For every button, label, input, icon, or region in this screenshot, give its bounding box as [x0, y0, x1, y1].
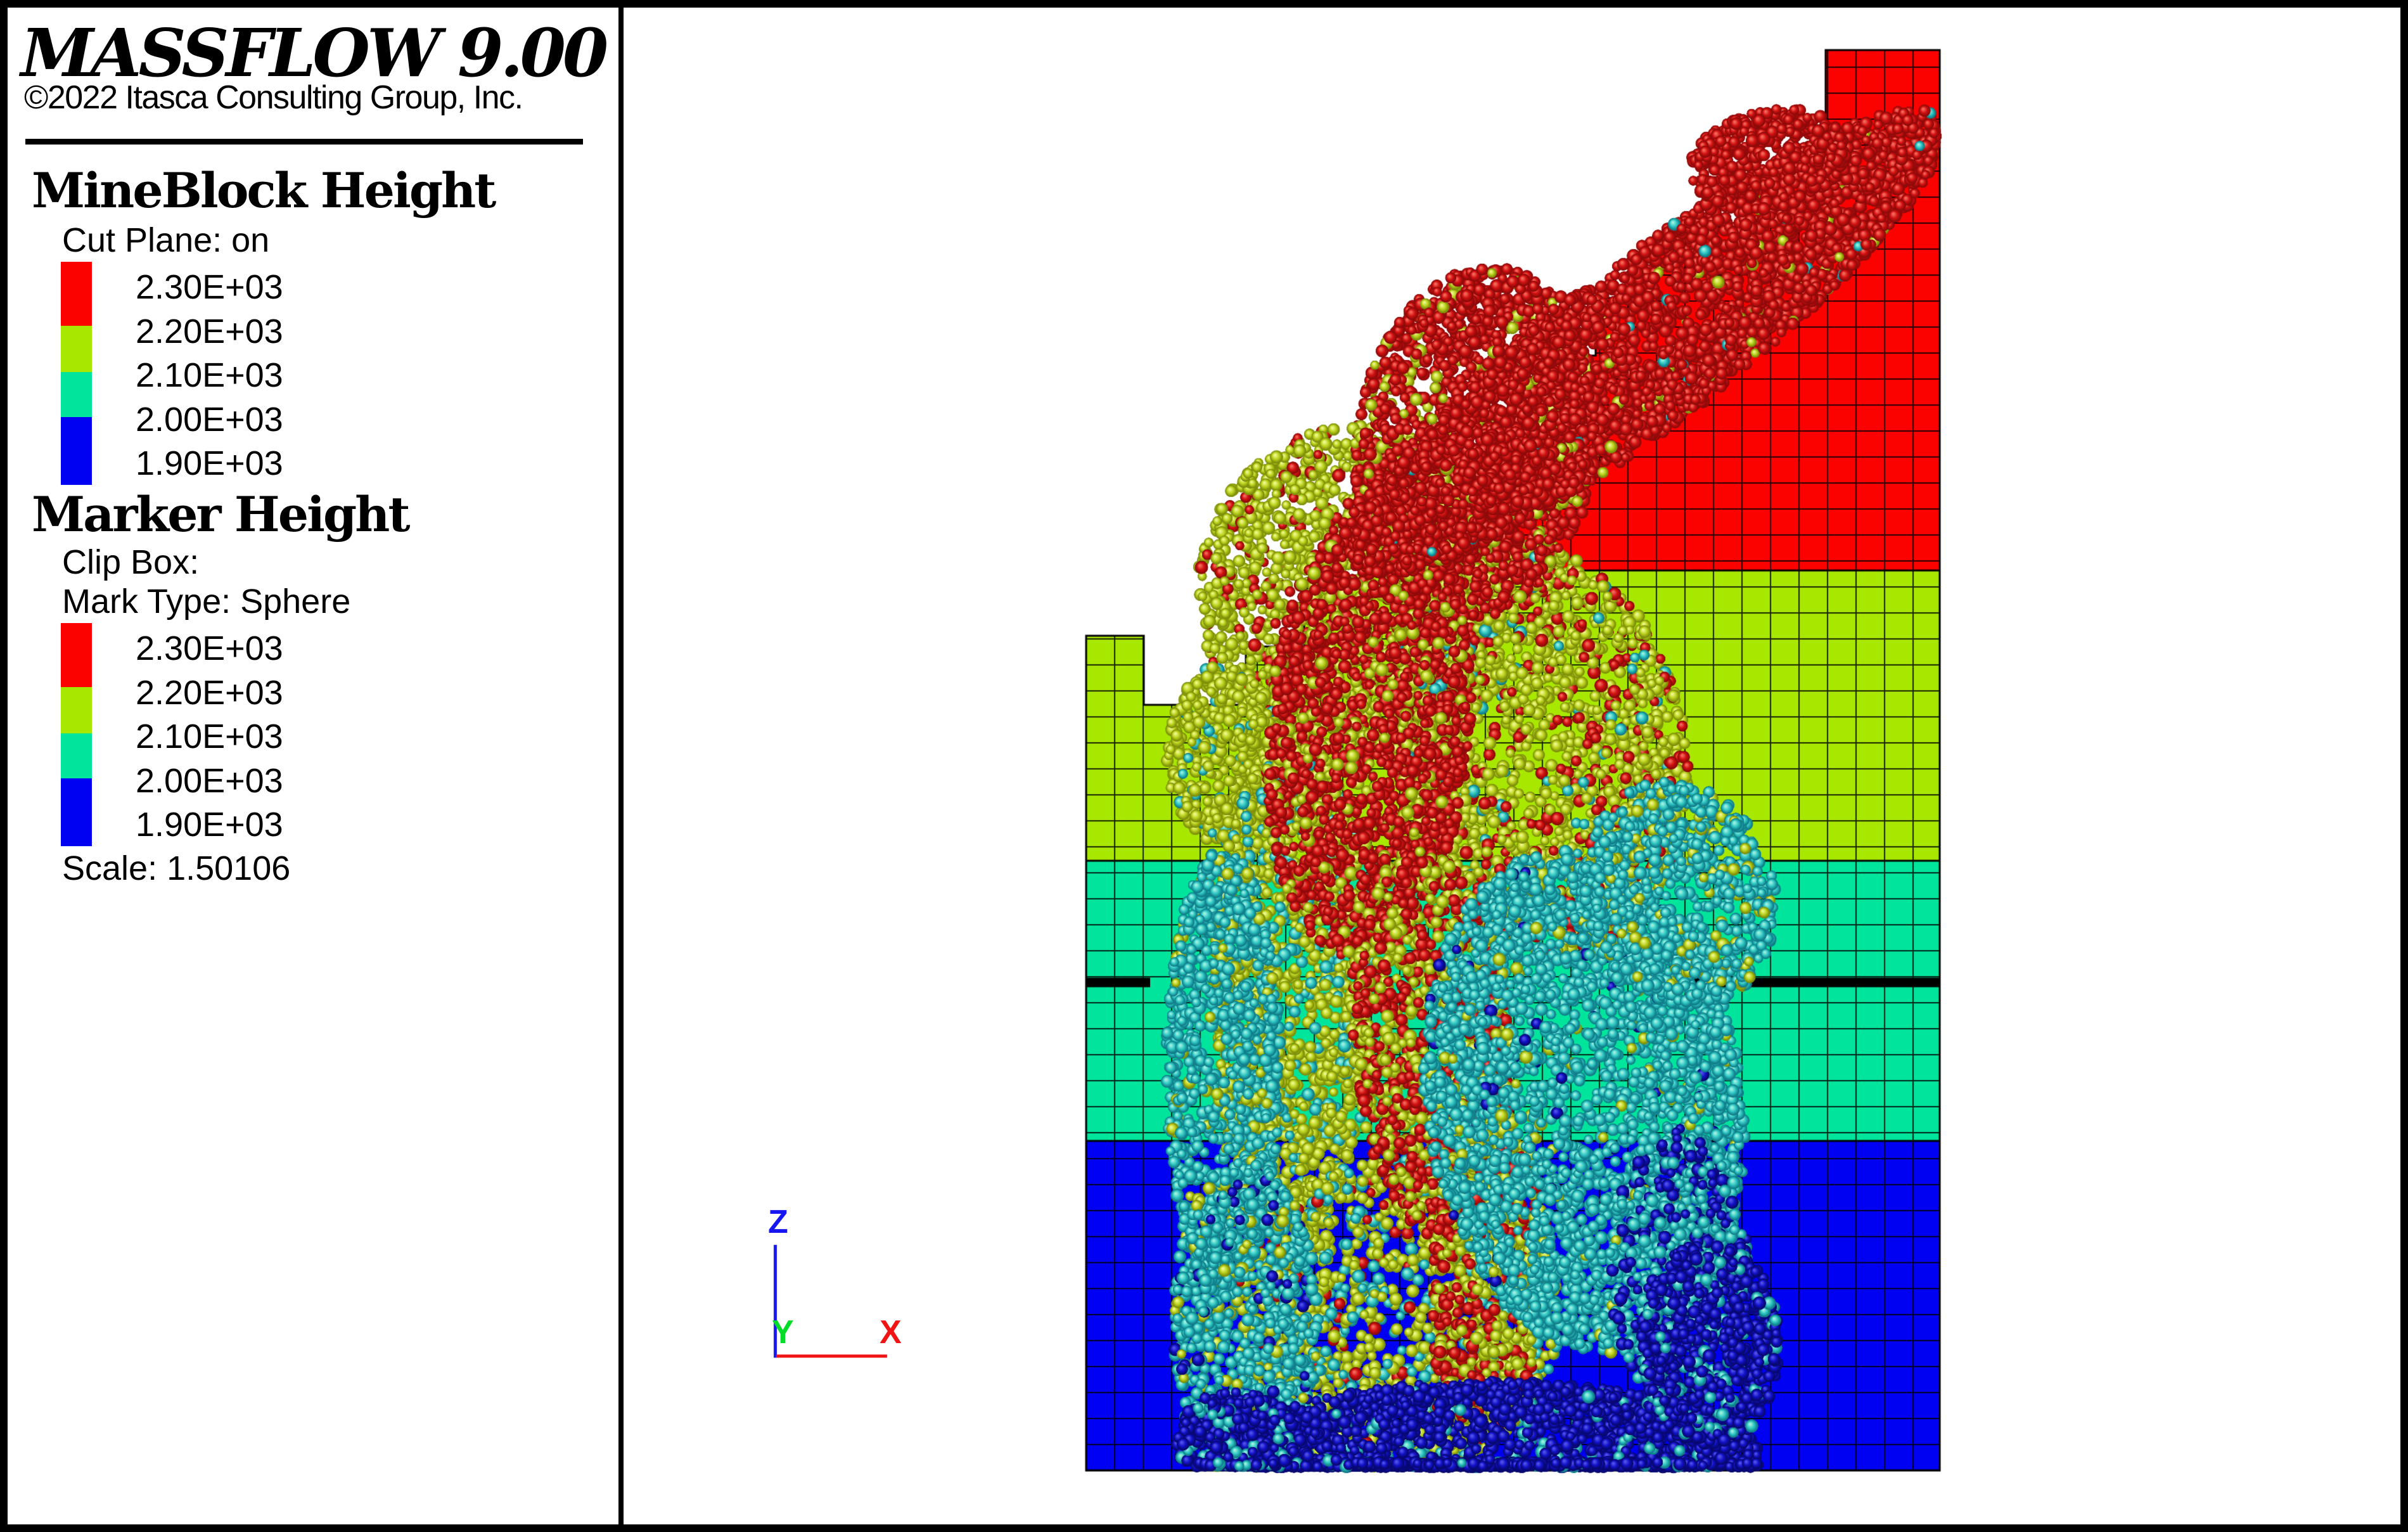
panel-separator	[618, 0, 624, 1532]
legend-swatch	[61, 778, 92, 846]
legend-swatch	[61, 417, 92, 485]
legend-value-label: 2.00E+03	[136, 401, 283, 439]
copyright-line: ©2022 Itasca Consulting Group, Inc.	[24, 79, 523, 116]
legend-panel: MASSFLOW 9.00 ©2022 Itasca Consulting Gr…	[8, 8, 618, 1524]
legend-swatch	[61, 687, 92, 733]
legend-marker-marktype: Mark Type: Sphere	[62, 583, 351, 621]
legend-value-label: 2.10E+03	[136, 356, 283, 394]
x-axis-label: X	[880, 1314, 902, 1351]
title-divider	[25, 139, 583, 145]
marker-scale-value: Scale: 1.50106	[62, 849, 291, 887]
legend-swatch	[61, 623, 92, 687]
legend-mineblock-cutplane: Cut Plane: on	[62, 221, 270, 259]
legend-value-label: 2.30E+03	[136, 629, 283, 667]
legend-value-label: 1.90E+03	[136, 806, 283, 844]
legend-value-label: 2.30E+03	[136, 268, 283, 306]
legend-swatch	[61, 733, 92, 778]
legend-swatch	[61, 326, 92, 372]
app-title: MASSFLOW 9.00	[20, 14, 609, 92]
z-axis-label: Z	[768, 1204, 788, 1240]
y-axis-label: Y	[772, 1314, 794, 1351]
legend-value-label: 2.20E+03	[136, 312, 283, 351]
legend-value-label: 2.00E+03	[136, 762, 283, 800]
mineblock-color-scale: 2.30E+03 2.20E+03 2.10E+03 2.00E+03 1.90E+03	[61, 262, 327, 485]
legend-mineblock-title: MineBlock Height	[32, 162, 496, 219]
legend-marker-clipbox: Clip Box:	[62, 543, 200, 581]
legend-swatch	[61, 372, 92, 417]
legend-value-label: 1.90E+03	[136, 444, 283, 482]
legend-swatch	[61, 262, 92, 326]
legend-marker-title: Marker Height	[32, 486, 410, 543]
marker-color-scale: 2.30E+03 2.20E+03 2.10E+03 2.00E+03 1.90E+03	[61, 623, 327, 846]
legend-value-label: 2.20E+03	[136, 674, 283, 712]
legend-value-label: 2.10E+03	[136, 718, 283, 756]
